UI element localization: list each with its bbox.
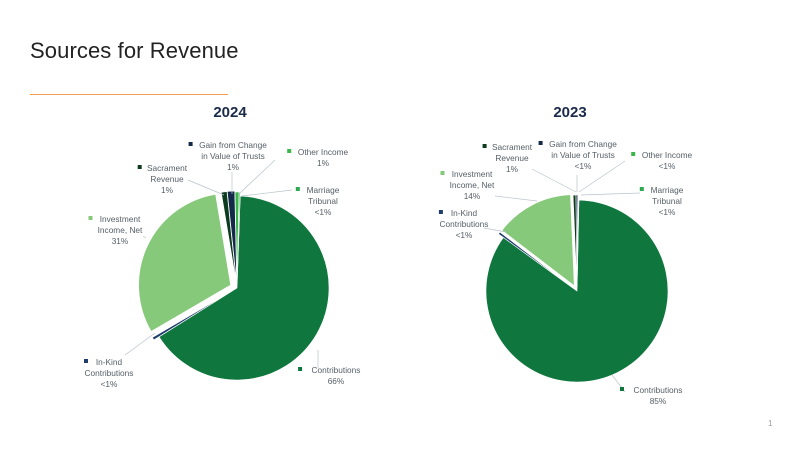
data-label-line: 1% xyxy=(506,164,519,174)
pie-slice-gain-from-change-in-value-of-trusts xyxy=(226,190,237,284)
data-label-line: <1% xyxy=(575,161,592,171)
data-label-line: 31% xyxy=(112,236,129,246)
pie-slice-sacrament-revenue xyxy=(220,191,237,284)
data-label-line: Other Income xyxy=(642,150,693,160)
data-label-gain-from-change-in-value-of-trusts: Gain from Change in Value of Trusts <1% xyxy=(549,139,617,171)
data-label-line: Revenue xyxy=(495,153,529,163)
leader-line-sacrament-revenue xyxy=(531,168,577,193)
leader-line-other-income xyxy=(238,159,276,195)
data-label-line: <1% xyxy=(315,207,332,217)
data-label-other-income: Other Income 1% xyxy=(298,147,349,168)
slide-title: Sources for Revenue xyxy=(30,38,239,63)
leader-line-in-kind-contributions xyxy=(483,227,507,233)
data-label-other-income: Other Income <1% xyxy=(642,150,693,171)
pie-slice-in-kind-contributions xyxy=(498,231,573,288)
legend-marker-marriage-tribunal xyxy=(295,187,300,191)
data-label-line: Gain from Change xyxy=(549,139,617,149)
leader-line-in-kind-contributions xyxy=(124,332,156,356)
chart-title-2024: 2024 xyxy=(213,104,247,121)
data-label-line: In-Kind xyxy=(96,357,123,367)
data-label-line: Investment xyxy=(100,214,141,224)
data-label-line: <1% xyxy=(659,161,676,171)
data-label-contributions: Contributions 85% xyxy=(634,385,683,406)
legend-marker-other-income xyxy=(287,149,292,153)
legend-marker-other-income xyxy=(631,152,636,156)
data-label-line: 1% xyxy=(161,185,174,195)
data-label-investment-income-net: Investment Income, Net 14% xyxy=(450,169,495,201)
data-label-investment-income-net: Investment Income, Net 31% xyxy=(98,214,143,246)
leader-line-investment-income-net xyxy=(142,235,147,239)
legend-marker-gain-from-change-in-value-of-trusts xyxy=(538,141,543,145)
data-label-line: Gain from Change xyxy=(199,140,267,150)
pie-slice-in-kind-contributions xyxy=(151,290,233,341)
data-label-contributions: Contributions 66% xyxy=(312,365,361,386)
data-label-line: 14% xyxy=(464,191,481,201)
legend-marker-sacrament-revenue xyxy=(137,165,142,169)
data-label-line: <1% xyxy=(659,207,676,217)
pie-slice-marriage-tribunal xyxy=(236,191,241,285)
legend-marker-sacrament-revenue xyxy=(482,144,487,148)
data-label-line: 1% xyxy=(317,158,330,168)
data-label-line: Contributions xyxy=(440,219,489,229)
data-label-line: 66% xyxy=(328,376,345,386)
data-label-line: Marriage xyxy=(307,185,340,195)
legend-marker-contributions xyxy=(620,387,624,391)
data-label-in-kind-contributions: In-Kind Contributions <1% xyxy=(440,208,489,240)
pie-slice-contributions xyxy=(158,195,330,381)
legend-marker-in-kind-contributions xyxy=(438,210,443,214)
data-label-line: 1% xyxy=(227,162,240,172)
leader-line-marriage-tribunal xyxy=(580,192,641,196)
data-label-line: in Value of Trusts xyxy=(201,151,265,161)
data-label-marriage-tribunal: Marriage Tribunal <1% xyxy=(307,185,340,217)
data-label-line: Other Income xyxy=(298,147,349,157)
data-label-line: In-Kind xyxy=(451,208,478,218)
legend-marker-investment-income-net xyxy=(440,171,445,175)
data-label-line: Sacrament xyxy=(147,163,188,173)
pie-slice-contributions xyxy=(485,199,669,383)
data-label-in-kind-contributions: In-Kind Contributions <1% xyxy=(85,357,134,389)
data-label-line: Investment xyxy=(452,169,493,179)
leader-line-investment-income-net xyxy=(494,195,538,202)
data-label-line: <1% xyxy=(101,379,118,389)
data-label-line: Contributions xyxy=(85,368,134,378)
data-label-line: Marriage xyxy=(651,185,684,195)
title-underline xyxy=(30,94,228,95)
data-label-line: Contributions xyxy=(634,385,683,395)
leader-line-marriage-tribunal xyxy=(241,189,293,197)
chart-title-2023: 2023 xyxy=(553,104,586,121)
leader-line-sacrament-revenue xyxy=(187,179,225,196)
data-label-sacrament-revenue: Sacrament Revenue 1% xyxy=(147,163,188,195)
data-label-line: in Value of Trusts xyxy=(551,150,615,160)
legend-marker-marriage-tribunal xyxy=(639,187,644,191)
legend-marker-in-kind-contributions xyxy=(84,359,88,363)
pie-slice-investment-income-net xyxy=(501,194,575,287)
data-label-line: Contributions xyxy=(312,365,361,375)
data-label-line: Tribunal xyxy=(652,196,682,206)
data-label-line: Sacrament xyxy=(492,142,533,152)
pie-slice-investment-income-net xyxy=(138,193,231,332)
data-label-line: Income, Net xyxy=(98,225,143,235)
page-number: 1 xyxy=(768,419,773,428)
legend-marker-gain-from-change-in-value-of-trusts xyxy=(188,142,193,146)
data-label-gain-from-change-in-value-of-trusts: Gain from Change in Value of Trusts 1% xyxy=(199,140,267,172)
legend-marker-contributions xyxy=(298,367,303,371)
leader-line-other-income xyxy=(578,160,626,193)
data-label-line: Income, Net xyxy=(450,180,495,190)
legend-marker-investment-income-net xyxy=(88,216,93,220)
data-label-marriage-tribunal: Marriage Tribunal <1% xyxy=(651,185,684,217)
data-label-line: Tribunal xyxy=(308,196,338,206)
data-label-sacrament-revenue: Sacrament Revenue 1% xyxy=(492,142,533,174)
pie-slice-marriage-tribunal xyxy=(576,195,580,288)
data-label-line: 85% xyxy=(650,396,667,406)
data-label-line: Revenue xyxy=(150,174,184,184)
data-label-line: <1% xyxy=(456,230,473,240)
